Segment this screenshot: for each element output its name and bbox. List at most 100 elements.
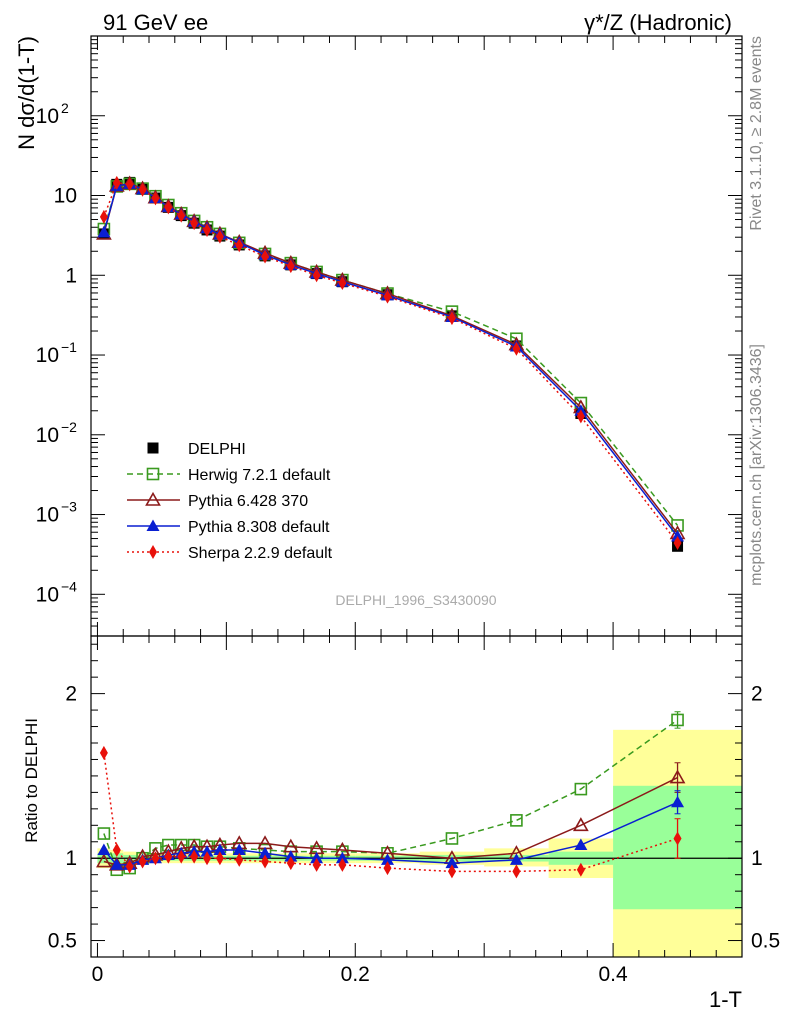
ratio-point [338,857,347,872]
data-point [671,530,685,542]
y-tick-exponent: 2 [61,100,69,116]
header-left: 91 GeV ee [103,10,208,35]
legend-label: Sherpa 2.2.9 default [188,545,333,562]
series-4 [99,175,682,550]
data-point [312,268,321,283]
series-0 [98,176,684,552]
legend-marker [149,545,157,559]
data-point [164,200,173,215]
ratio-point [574,838,588,851]
data-point [447,311,456,326]
ratio-point [447,864,456,879]
ratio-point [96,853,112,868]
data-point [112,175,121,190]
data-point [261,249,270,264]
data-point [512,341,521,356]
x-tick-label: 0 [92,963,104,986]
side-text-bottom: mcplots.cern.ch [arXiv:1306.3436] [748,344,765,586]
legend-label: Pythia 8.308 default [188,519,330,536]
ratio-point [235,852,244,867]
series-2 [96,175,686,540]
ratio-point [164,849,173,864]
ratio-y-tick-label: 2 [65,683,77,706]
ratio-y-tick-label-right: 2 [751,683,763,706]
data-point [125,177,134,192]
ratio-point [110,858,124,870]
data-point [338,275,347,290]
ratio-point [509,853,523,865]
ratio-point [312,857,321,872]
ratio-point [512,864,521,879]
ratio-point [671,713,684,727]
ratio-point [97,843,111,855]
y-tick-label: 10 [36,105,59,128]
data-point [235,238,244,253]
data-point [673,535,682,550]
ratio-point [151,851,160,866]
x-tick-label: 0.4 [598,963,628,986]
ratio-point [572,817,589,832]
ratio-point [112,843,121,857]
ratio-point [215,851,224,866]
series-line [103,182,679,544]
series-1 [97,177,684,532]
ratio-point [97,827,111,840]
ratio-point [445,856,459,869]
ratio-y-tick-label: 1 [65,847,77,870]
header-right: γ*/Z (Hadronic) [584,10,732,35]
legend-marker [146,467,160,481]
series-3 [97,177,685,542]
ratio-y-tick-label: 0.5 [48,930,77,953]
y-tick-label: 1 [65,264,77,287]
ratio-point [574,782,588,796]
ratio-point [261,854,270,869]
ratio-point [177,849,186,864]
data-point [383,289,392,304]
legend-marker [145,491,161,506]
legend-label: DELPHI [188,441,246,458]
legend-marker [146,519,160,531]
legend-marker [147,442,159,454]
y-tick-label: 10 [36,424,59,447]
y-tick-exponent: −2 [61,419,77,435]
ratio-point [232,843,246,855]
ratio-point [671,795,685,808]
y-tick-label: 10 [36,583,59,606]
ratio-point [510,814,523,827]
data-point [190,216,199,231]
ratio-point [99,745,108,760]
ratio-point [258,846,272,859]
data-point [286,259,295,274]
data-point [151,191,160,206]
y-tick-exponent: −3 [61,499,77,515]
data-point [215,229,224,244]
ratio-y-tick-label-right: 0.5 [751,930,780,953]
ratio-point [190,849,199,864]
y-tick-label: 10 [54,185,77,208]
analysis-label: DELPHI_1996_S3430090 [335,592,496,608]
ratio-line [103,776,678,866]
ratio-point [125,859,134,874]
ratio-point [310,851,324,864]
legend-label: Herwig 7.2.1 default [188,467,331,484]
legend-label: Pythia 6.428 370 [188,493,308,510]
ratio-point [576,862,585,877]
ratio-point [213,843,227,855]
x-tick-label: 0.2 [341,963,370,986]
y-tick-exponent: −1 [61,339,77,355]
data-point [576,409,585,424]
ratio-line [103,752,678,873]
data-point [138,182,147,197]
ratio-point [286,856,295,871]
top-ylabel: N dσ/d(1-T) [14,36,39,150]
ratio-series-4 [99,745,682,879]
ratio-point [669,769,686,784]
ratio-point [673,831,682,846]
y-tick-label: 10 [36,344,59,367]
ratio-point [335,851,349,864]
ratio-point [138,854,147,869]
y-tick-exponent: −4 [61,578,77,594]
ratio-point [380,853,394,865]
